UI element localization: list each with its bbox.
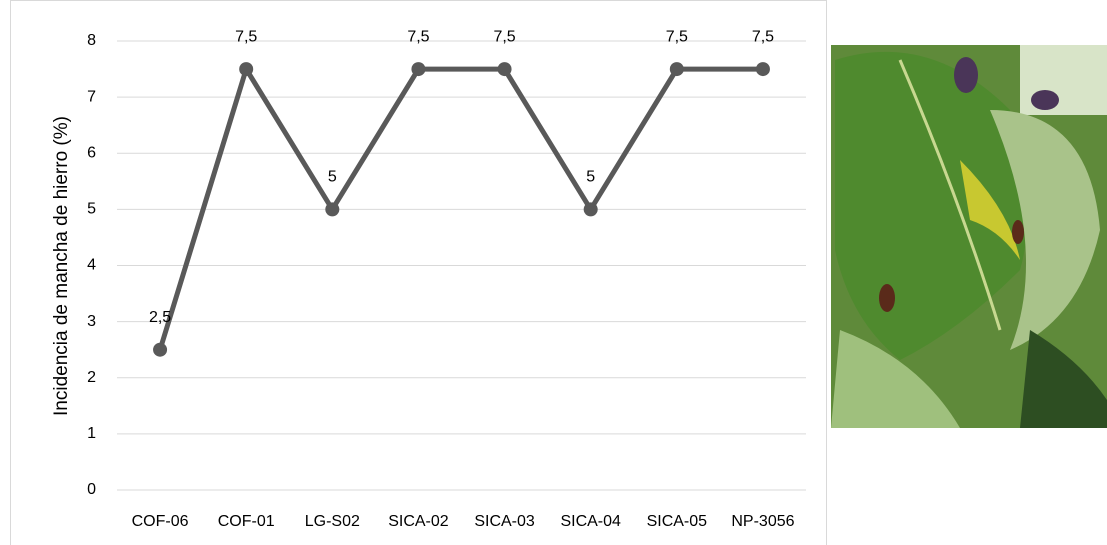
data-label: 7,5 [493,28,515,45]
y-tick-label: 8 [87,32,96,49]
data-label: 5 [586,169,595,186]
x-tick-label: SICA-04 [560,513,621,530]
data-point [239,62,254,77]
data-point [583,202,598,217]
x-tick-label: SICA-05 [647,513,708,530]
x-tick-label: COF-01 [218,513,275,530]
x-tick-label: NP-3056 [731,513,794,530]
x-tick-label: COF-06 [132,513,189,530]
x-tick-label: SICA-02 [388,513,449,530]
y-tick-label: 3 [87,313,96,330]
y-tick-label: 7 [87,88,96,105]
data-label: 7,5 [752,28,774,45]
y-tick-label: 2 [87,369,96,386]
x-tick-label: LG-S02 [305,513,360,530]
x-tick-label: SICA-03 [474,513,535,530]
data-label: 7,5 [666,28,688,45]
data-label: 5 [328,169,337,186]
y-tick-label: 4 [87,257,96,274]
data-label: 7,5 [407,28,429,45]
data-point [325,202,340,217]
y-tick-label: 5 [87,201,96,218]
data-point [497,62,512,77]
y-axis-title: Incidencia de mancha de hierro (%) [51,116,72,416]
data-point [153,342,168,357]
data-point [669,62,684,77]
y-tick-label: 6 [87,144,96,161]
data-line [157,66,763,351]
data-point [411,62,426,77]
data-point [755,62,770,77]
data-label: 7,5 [235,28,257,45]
y-tick-label: 1 [87,425,96,442]
y-tick-label: 0 [87,481,96,498]
data-label: 2,5 [149,309,171,326]
photo [831,45,1107,428]
chart-frame [10,0,827,545]
